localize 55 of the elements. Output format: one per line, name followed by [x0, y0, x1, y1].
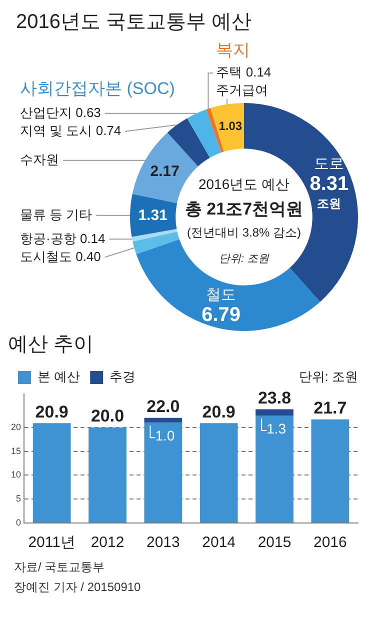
y-tick-label: 5	[16, 494, 22, 504]
slice-label: 수자원	[20, 152, 59, 168]
slice-label: 물류 등 기타	[20, 206, 92, 222]
data-label: 6.79	[202, 304, 241, 326]
total-label: 23.8	[258, 388, 292, 408]
x-tick-label: 2014	[202, 534, 236, 552]
data-label: 1.0	[155, 428, 175, 444]
slice-label: 지역 및 도시 0.74	[20, 122, 122, 138]
y-tick-label: 10	[10, 470, 22, 480]
total-label: 21.7	[314, 398, 347, 418]
total-label: 20.9	[35, 402, 68, 422]
data-label: 1.31	[138, 206, 168, 224]
bar	[256, 416, 294, 522]
data-label: 1.3	[266, 420, 286, 436]
slice-label: 철도	[206, 286, 236, 304]
text: 단위: 조원	[218, 253, 270, 266]
legend-label: 추경	[110, 369, 136, 384]
x-tick-label: 2012	[90, 534, 124, 552]
y-tick-label: 0	[16, 517, 22, 528]
slice-label: 주택 0.14	[216, 64, 272, 80]
bar	[144, 418, 182, 423]
slice-label: 도시철도 0.40	[20, 248, 101, 264]
x-tick-label: 2011년	[28, 534, 76, 552]
bar	[144, 422, 182, 522]
x-tick-label: 2013	[146, 534, 180, 552]
text: 단위: 조원	[298, 369, 358, 384]
total-label: 20.9	[202, 402, 236, 422]
text: 사회간접자본 (SOC)	[20, 79, 175, 98]
total-label: 20.0	[90, 406, 124, 426]
text: 장예진 기자 / 20150910	[14, 579, 142, 596]
legend-label: 본 예산	[38, 369, 80, 384]
data-label: 2.17	[150, 162, 180, 180]
text: 총 21조7천억원	[184, 200, 304, 219]
bar	[32, 423, 71, 522]
data-label: 1.03	[218, 119, 242, 134]
x-tick-label: 2016	[313, 534, 347, 552]
data-label: 8.31 조원	[310, 172, 349, 211]
chart-title: 예산 추이	[8, 334, 94, 356]
slice-label: 주거급여	[216, 82, 268, 98]
bar	[256, 409, 294, 416]
bar	[200, 423, 238, 522]
bar	[311, 419, 350, 522]
chart-title: 2016년도 국토교통부 예산	[16, 10, 253, 35]
text: 자료/ 국토교통부	[14, 559, 106, 576]
x-tick-label: 2015	[258, 534, 292, 552]
slice-label: 도로	[314, 156, 344, 173]
slice-label: 산업단지 0.63	[20, 104, 101, 120]
y-tick-label: 20	[10, 422, 22, 432]
text: 2016년도 예산	[198, 176, 290, 192]
slice-label: 항공·공항 0.14	[20, 230, 106, 246]
y-tick-label: 15	[10, 446, 22, 456]
bar	[88, 427, 126, 522]
total-label: 22.0	[146, 397, 180, 416]
text: 복지	[216, 40, 250, 60]
text: (전년대비 3.8% 감소)	[186, 225, 302, 240]
